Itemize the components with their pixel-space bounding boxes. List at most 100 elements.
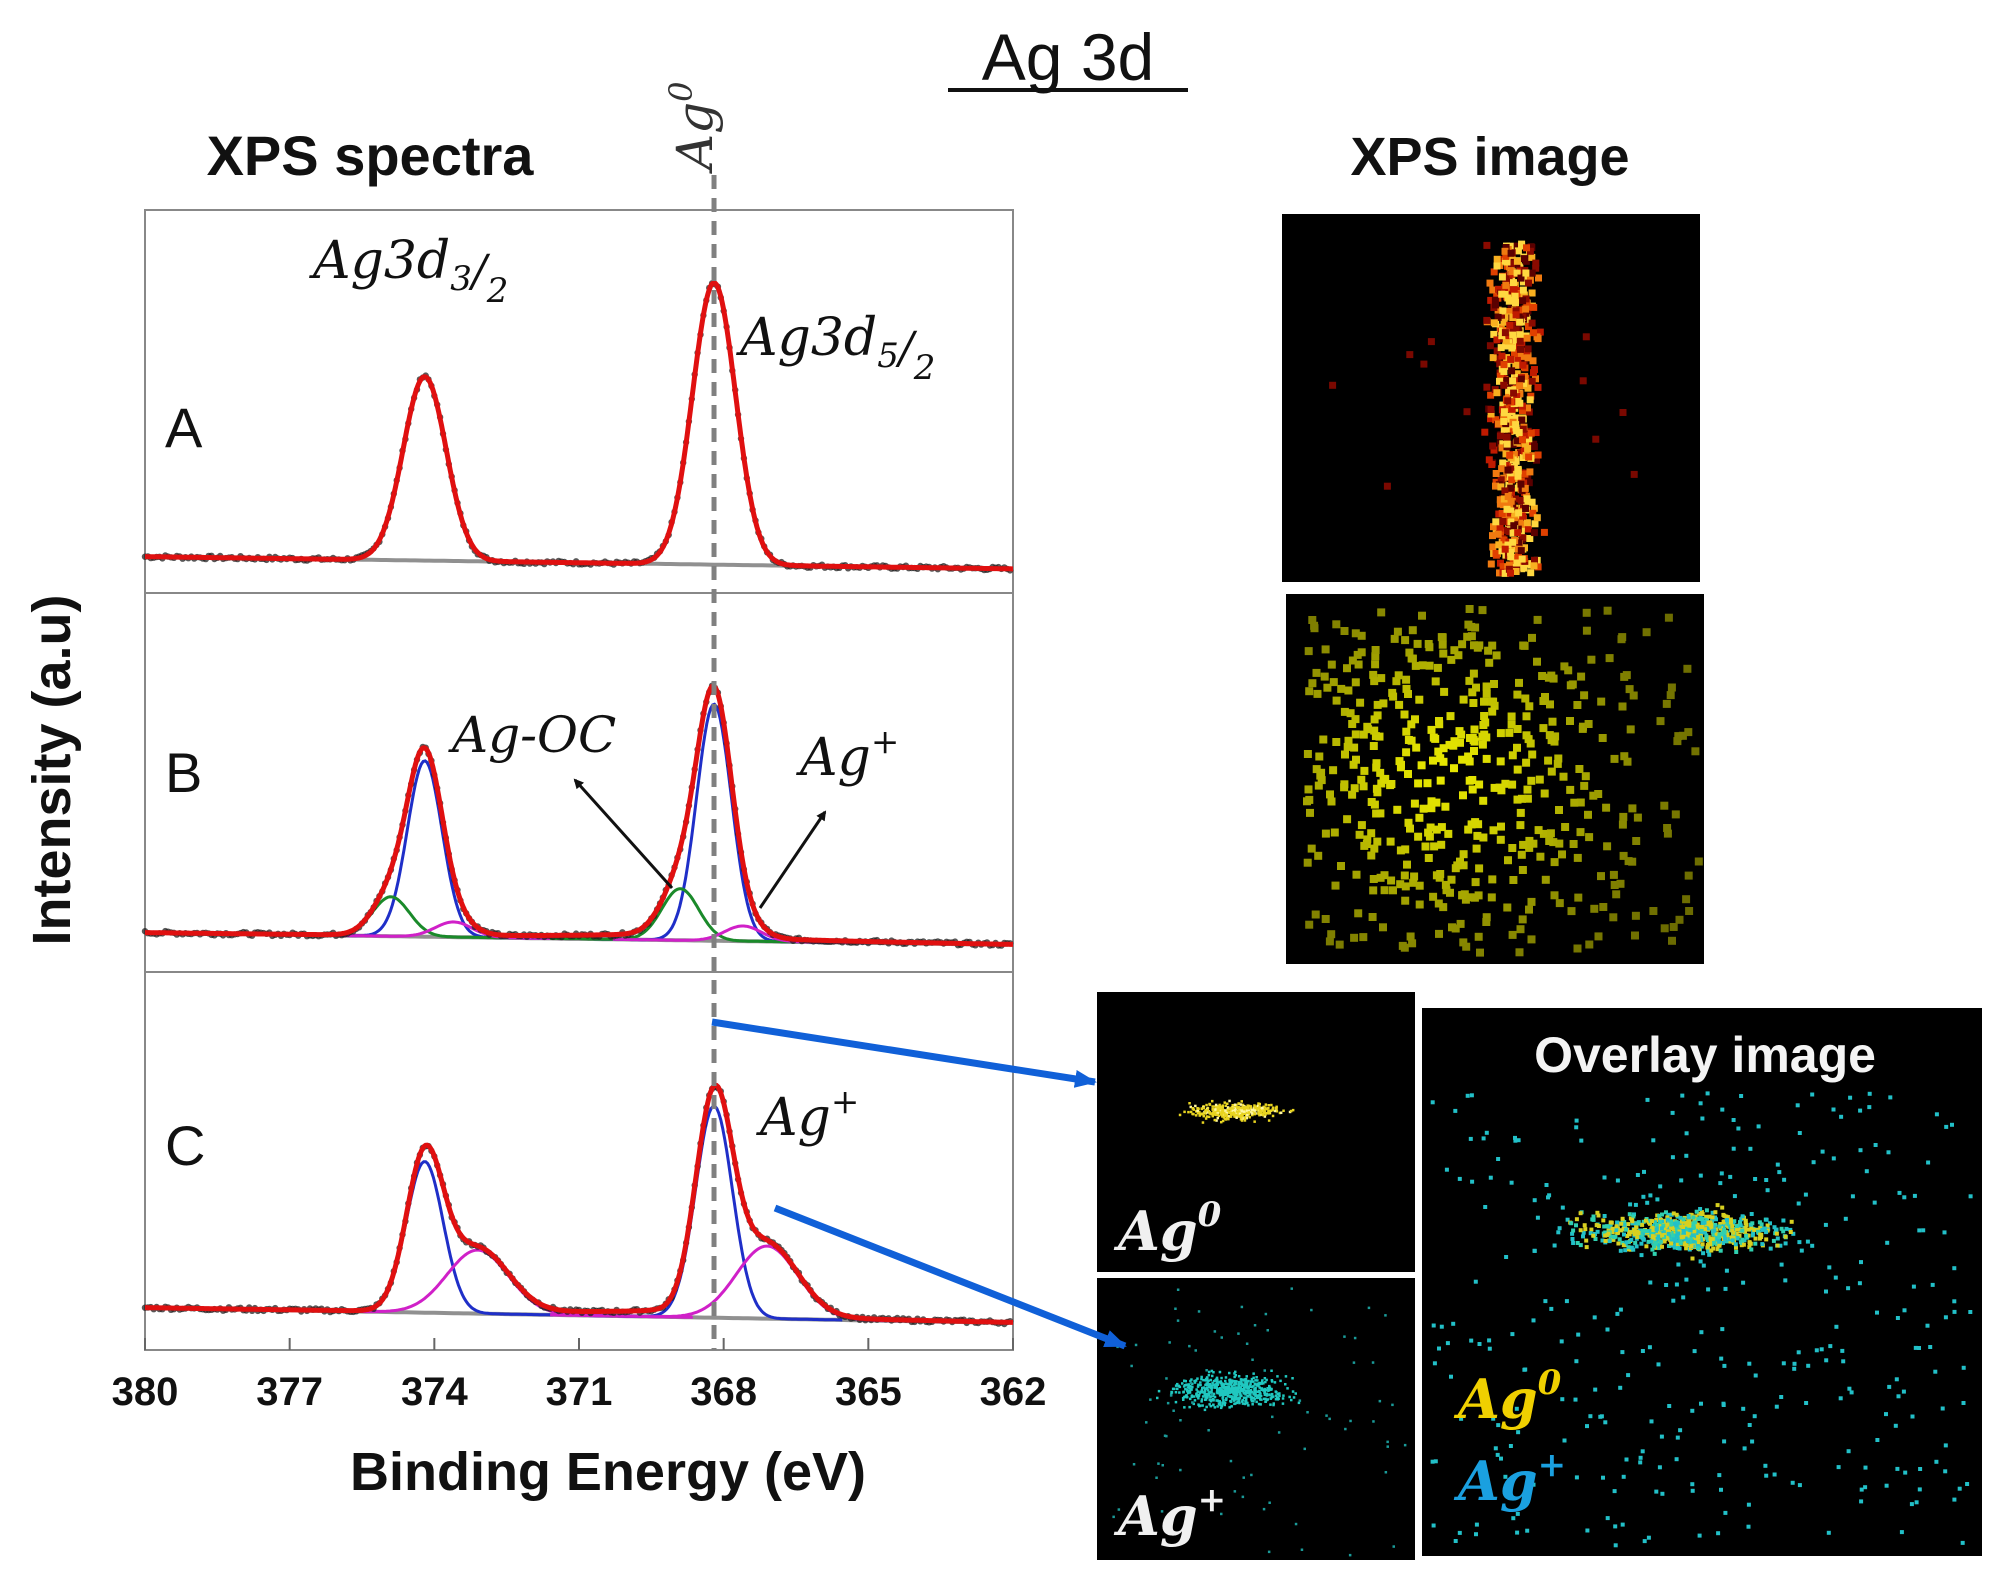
map-spot	[1469, 669, 1478, 678]
map-spot	[1511, 349, 1518, 357]
map-spot	[1244, 1396, 1248, 1399]
map-spot	[1582, 626, 1591, 635]
map-spot	[1696, 1211, 1701, 1216]
map-spot	[1826, 1530, 1831, 1535]
map-spot	[1249, 1380, 1253, 1383]
map-spot	[1629, 691, 1638, 700]
map-spot	[1303, 797, 1311, 806]
map-spot	[1227, 1394, 1230, 1398]
map-spot	[1354, 660, 1363, 669]
map-spot	[1236, 1401, 1239, 1404]
map-spot	[1525, 836, 1534, 845]
map-spot	[1444, 1167, 1449, 1172]
map-spot	[1885, 1240, 1890, 1245]
map-spot	[1155, 1476, 1158, 1479]
map-spot	[1214, 1103, 1218, 1107]
map-spot	[1934, 1459, 1939, 1464]
map-spot	[1519, 534, 1527, 542]
map-spot	[1498, 273, 1506, 281]
map-spot	[1453, 861, 1462, 870]
map-spot	[1294, 1392, 1297, 1395]
map-spot	[1609, 870, 1618, 879]
map-spot	[1364, 725, 1373, 734]
map-spot	[1850, 1194, 1855, 1199]
map-spot	[1216, 1116, 1219, 1120]
map-spot	[1494, 313, 1502, 321]
map-spot	[1269, 1109, 1272, 1112]
map-spot	[1665, 1217, 1670, 1222]
map-spot	[1688, 1221, 1693, 1226]
map-spot	[1846, 1449, 1851, 1454]
map-spot	[1229, 1399, 1232, 1403]
map-spot	[1157, 1462, 1160, 1465]
annotation-ag3d52-denom: 2	[913, 348, 936, 388]
map-spot	[1687, 1217, 1692, 1222]
map-spot	[1272, 1395, 1275, 1398]
map-spot	[1928, 1345, 1933, 1349]
map-spot	[1223, 1101, 1226, 1104]
map-spot	[1226, 1102, 1229, 1105]
map-spot	[1873, 1143, 1878, 1147]
map-spot	[1390, 634, 1399, 643]
x-tick-label: 374	[401, 1370, 468, 1414]
map-spot	[1489, 442, 1497, 450]
map-spot	[1514, 355, 1522, 363]
map-spot	[1532, 259, 1540, 267]
map-spot	[1226, 1108, 1229, 1111]
map-spot	[1502, 337, 1510, 345]
map-spot	[1427, 338, 1435, 346]
map-spot	[1633, 1221, 1638, 1226]
map-spot	[1408, 939, 1417, 948]
map-spot	[1489, 826, 1498, 835]
map-spot	[1262, 1507, 1266, 1511]
map-spot	[1510, 1332, 1515, 1337]
map-spot	[1593, 1237, 1598, 1241]
map-spot	[1241, 1399, 1244, 1402]
map-spot	[1781, 1218, 1786, 1223]
figure-title: Ag 3d	[982, 20, 1154, 94]
map-spot	[1371, 652, 1380, 661]
map-spot	[1692, 1229, 1697, 1234]
map-spot	[1176, 1387, 1179, 1391]
map-spot	[1217, 1402, 1221, 1406]
map-spot	[1952, 1299, 1957, 1304]
map-spot	[1738, 1220, 1742, 1225]
map-spot	[1237, 1332, 1240, 1335]
map-spot	[1917, 1487, 1922, 1492]
map-spot	[1270, 1369, 1273, 1372]
map-spot	[1515, 678, 1523, 687]
map-spot	[1207, 1429, 1210, 1432]
map-spot	[1172, 1532, 1175, 1536]
map-spot	[1738, 1223, 1743, 1228]
map-spot	[1694, 1209, 1699, 1214]
map-spot	[1691, 1226, 1696, 1230]
map-spot	[1166, 1401, 1170, 1405]
map-spot	[1693, 1214, 1698, 1219]
map-spot	[1764, 1473, 1769, 1478]
map-spot	[1634, 1225, 1639, 1230]
map-spot	[1219, 1107, 1222, 1110]
map-spot	[1615, 1311, 1620, 1316]
map-spot	[1457, 1176, 1462, 1181]
map-spot	[1178, 1113, 1182, 1117]
map-spot	[1487, 391, 1495, 399]
map-spot	[1520, 352, 1528, 360]
map-spot	[1743, 1229, 1747, 1234]
map-spot	[1863, 1485, 1868, 1490]
map-spot	[1593, 1387, 1598, 1392]
map-spot	[1574, 1125, 1579, 1130]
map-spot	[1481, 428, 1489, 436]
map-spot	[1872, 1200, 1877, 1205]
map-spot	[1722, 1213, 1727, 1218]
map-spot	[1697, 1533, 1702, 1538]
map-spot	[1613, 1524, 1618, 1529]
map-spot	[1235, 1389, 1238, 1392]
map-spot	[1524, 445, 1532, 452]
map-spot	[1717, 1243, 1722, 1248]
map-spot	[1525, 702, 1534, 711]
map-spot	[1670, 1243, 1674, 1248]
map-spot	[1672, 1245, 1677, 1250]
map-spot	[1357, 821, 1366, 830]
map-spot	[1237, 1400, 1241, 1403]
map-spot	[1237, 1107, 1240, 1110]
